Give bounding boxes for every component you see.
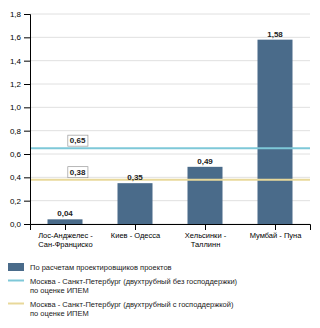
reference-label-box (68, 135, 88, 146)
y-tick: 0,8 (10, 127, 30, 136)
legend-label: По расчетам проектировщиков проектов (30, 263, 172, 272)
y-tick-mark (24, 84, 30, 85)
bar-label: 0,04 (57, 209, 73, 218)
y-tick-mark (24, 154, 30, 155)
y-tick-mark (24, 201, 30, 202)
x-tick: Хельсинки -Таллинн (185, 224, 227, 249)
y-tick-mark (24, 37, 30, 38)
y-tick-label: 0,2 (10, 197, 22, 206)
x-tick-mark (275, 224, 276, 230)
y-tick-mark (24, 107, 30, 108)
x-tick-label: Лос-Анджелес -Сан-Франциско (38, 231, 93, 249)
y-tick-label: 1,6 (10, 33, 22, 42)
x-axis: Лос-Анджелес -Сан-Франциско Киев - Одесса… (31, 224, 311, 249)
y-tick-mark (24, 224, 30, 225)
x-tick-mark (65, 224, 66, 230)
x-tick-label: Мумбай - Пуна (250, 231, 303, 240)
bar (188, 167, 223, 224)
y-tick-label: 1,0 (10, 103, 22, 112)
y-tick: 0,4 (10, 173, 30, 182)
y-tick: 0,6 (10, 150, 30, 159)
y-tick: 1,2 (10, 80, 30, 89)
y-tick: 1,8 (10, 10, 30, 19)
y-tick-mark (24, 61, 30, 62)
labels: 0,04 0,35 0,49 1,58 0,65 0,38 (57, 30, 283, 219)
legend-item: По расчетам проектировщиков проектов (8, 263, 172, 272)
y-tick: 0,2 (10, 197, 30, 206)
bar (48, 219, 83, 224)
y-tick: 1,6 (10, 33, 30, 42)
x-tick: Мумбай - Пуна (250, 224, 303, 240)
x-tick-mark (205, 224, 206, 230)
y-tick-label: 0,4 (10, 173, 22, 182)
reference-label-text: 0,65 (70, 136, 86, 145)
legend-item: Москва - Санкт-Петербург (двухтрубный с … (8, 300, 234, 319)
legend-label: Москва - Санкт-Петербург (двухтрубный с … (30, 300, 234, 319)
reference-label-text: 0,38 (70, 168, 86, 177)
legend: По расчетам проектировщиков проектов Моск… (8, 263, 238, 318)
x-tick-label: Киев - Одесса (111, 231, 161, 240)
x-tick-label: Хельсинки -Таллинн (185, 231, 227, 249)
bar (258, 40, 293, 224)
y-axis: 0,0 0,2 0,4 0,6 0,8 1,0 1,2 1,4 1,6 1,8 (10, 10, 31, 229)
y-tick: 1,4 (10, 57, 30, 66)
x-tick: Лос-Анджелес -Сан-Франциско (38, 224, 93, 249)
legend-item: Москва - Санкт-Петербург (двухтрубный бе… (8, 277, 238, 296)
x-axis-line (31, 225, 311, 231)
x-tick: Киев - Одесса (111, 224, 161, 240)
legend-swatch (8, 263, 24, 271)
y-tick-label: 0,6 (10, 150, 22, 159)
y-tick-mark (24, 14, 30, 15)
y-tick-label: 0,0 (10, 220, 22, 229)
reference-line (30, 179, 310, 181)
bar-label: 0,35 (127, 173, 143, 182)
y-tick-label: 1,2 (10, 80, 22, 89)
bar (118, 183, 153, 224)
legend-swatch (8, 280, 24, 282)
y-tick: 1,0 (10, 103, 30, 112)
bar-label: 1,58 (267, 30, 283, 39)
y-tick-label: 1,8 (10, 10, 22, 19)
y-tick: 0,0 (10, 220, 30, 229)
legend-swatch (8, 303, 24, 305)
y-tick-mark (24, 131, 30, 132)
x-tick-mark (135, 224, 136, 230)
y-tick-mark (24, 177, 30, 178)
y-tick-label: 0,8 (10, 127, 22, 136)
reference-line (30, 147, 310, 149)
grid (30, 14, 310, 224)
y-tick-label: 1,4 (10, 57, 22, 66)
chart: 0,0 0,2 0,4 0,6 0,8 1,0 1,2 1,4 1,6 1,8 Лос-Анджел… (0, 0, 320, 328)
reference-label: 0,38 (68, 167, 88, 178)
legend-label: Москва - Санкт-Петербург (двухтрубный бе… (30, 277, 238, 296)
bar-label: 0,49 (197, 157, 213, 166)
grid-line (30, 14, 310, 15)
reference-label-box (68, 167, 88, 178)
y-axis-line (24, 15, 31, 225)
marks (30, 40, 310, 224)
reference-label: 0,65 (68, 135, 88, 146)
